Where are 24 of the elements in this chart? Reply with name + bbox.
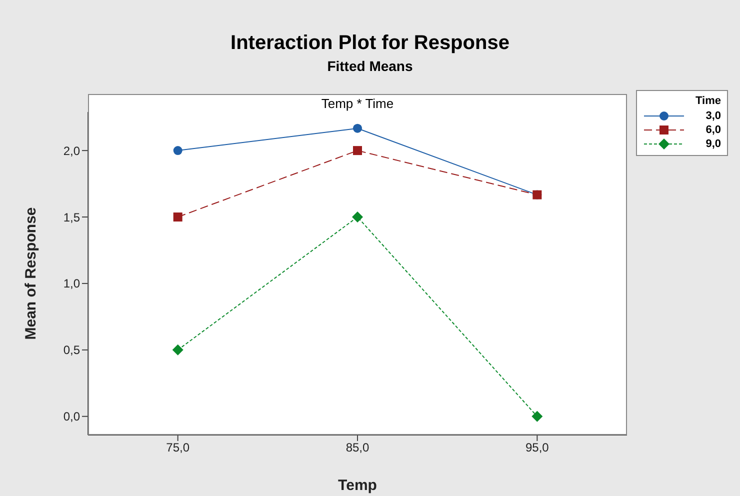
x-tick-label: 75,0 [166,440,190,455]
y-tick-label: 0,0 [63,410,80,424]
point [352,212,363,223]
point [353,124,362,133]
y-tick-label: 0,5 [63,343,80,358]
point [173,212,182,222]
x-tick-label: 85,0 [346,440,370,455]
x-axis-title: Temp [338,477,377,494]
chart-title: Interaction Plot for Response [230,32,510,55]
chart-subtitle: Fitted Means [326,58,414,74]
legend-label: 6,0 [706,124,721,136]
legend-label: 3,0 [706,110,721,122]
legend-label: 9,0 [706,138,721,150]
point [173,146,182,156]
legend-title: Time [694,95,721,107]
y-tick-label: 1,0 [63,276,80,291]
point [353,146,362,156]
y-axis-title: Mean of Response [22,207,40,340]
x-tick-label: 95,0 [525,440,550,455]
y-tick-label: 1,5 [63,210,80,224]
text: Temp * Time [88,94,627,113]
point [532,410,543,422]
point [172,344,184,356]
y-tick-label: 2,0 [63,144,80,158]
